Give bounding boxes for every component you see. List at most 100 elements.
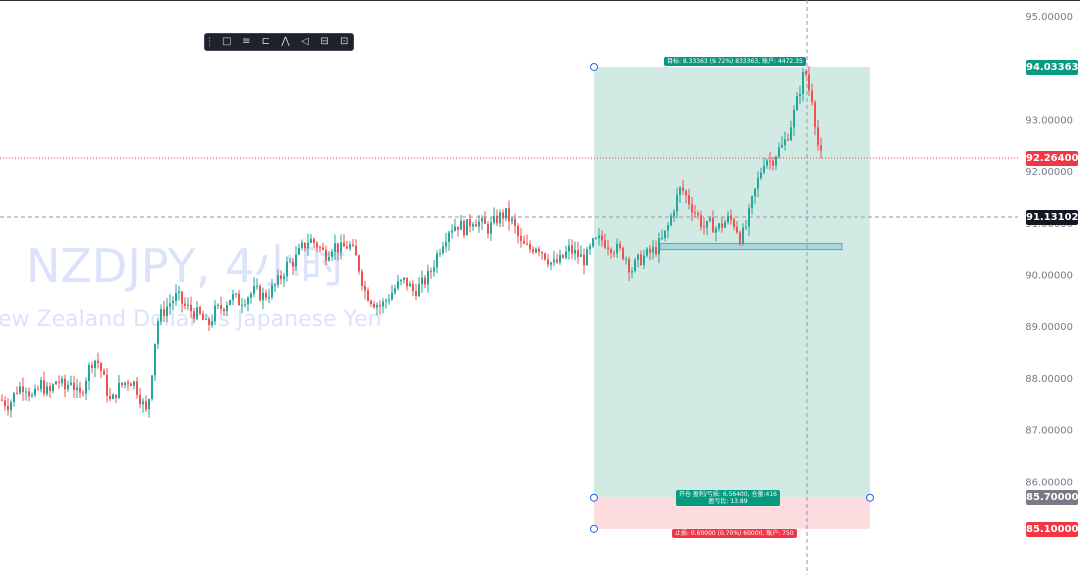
candle — [652, 239, 654, 260]
candle — [604, 233, 606, 250]
y-tick-label: 90.00000 — [1025, 271, 1073, 282]
candle — [247, 295, 249, 312]
candle — [610, 247, 612, 259]
candle — [430, 267, 432, 279]
y-tick-label: 88.00000 — [1025, 374, 1073, 385]
y-tick-label: 89.00000 — [1025, 322, 1073, 333]
support-zone-rectangle[interactable] — [659, 242, 843, 251]
position-drag-handle[interactable] — [866, 493, 874, 502]
candle — [565, 245, 567, 260]
candle — [325, 245, 327, 266]
candle — [544, 252, 546, 262]
entry-info-label: 开仓 盈利/亏损: 6.56400, 仓量:416 盈亏比: 13.89 — [676, 490, 780, 506]
candle — [388, 293, 390, 305]
candle — [742, 223, 744, 246]
candle — [448, 230, 450, 251]
candle — [169, 294, 171, 315]
candle — [541, 250, 543, 260]
candle — [286, 256, 288, 282]
candle — [22, 377, 24, 401]
drawing-toolbar[interactable]: □ ≡ ⊏ ⋀ ◁ ⊟ ⊡ — [204, 33, 354, 51]
ruler-icon[interactable]: ⊡ — [339, 36, 349, 47]
candle — [58, 375, 60, 389]
candle — [100, 361, 102, 379]
candle — [220, 296, 222, 315]
candle — [151, 374, 153, 401]
candle — [421, 270, 423, 293]
candle — [454, 218, 456, 232]
candle — [655, 240, 657, 257]
watermark-title: NZDJPY, 4小时 — [26, 239, 346, 293]
candle — [778, 142, 780, 159]
candle — [256, 278, 258, 290]
candle — [202, 310, 204, 321]
candle — [643, 249, 645, 269]
candle — [190, 296, 192, 318]
position-drag-handle[interactable] — [590, 62, 598, 71]
text-lines-icon[interactable]: ≡ — [242, 36, 251, 47]
candle — [409, 280, 411, 287]
profit-zone[interactable] — [594, 66, 870, 498]
candle — [667, 222, 669, 239]
y-tick-label: 93.00000 — [1025, 115, 1073, 126]
candle — [40, 376, 42, 393]
position-drag-handle[interactable] — [590, 493, 598, 502]
candle — [514, 213, 516, 234]
candle — [199, 305, 201, 316]
candle — [49, 382, 51, 399]
price-axis[interactable]: 95.0000094.0000093.0000092.0000091.00000… — [1025, 12, 1073, 488]
candle — [676, 187, 678, 219]
candle — [517, 223, 519, 244]
candle — [262, 287, 264, 310]
candle — [109, 387, 111, 402]
projection-icon[interactable]: ⊟ — [320, 36, 329, 47]
candle — [160, 304, 162, 326]
candle — [70, 375, 72, 387]
candle — [550, 261, 552, 271]
candle — [289, 258, 291, 263]
fib-icon[interactable]: ⊏ — [261, 36, 271, 47]
candle — [703, 218, 705, 235]
position-drag-handle[interactable] — [590, 524, 598, 533]
candle — [622, 246, 624, 261]
candle — [304, 242, 306, 252]
candle — [733, 217, 735, 231]
candle — [181, 290, 183, 313]
rectangle-icon[interactable]: □ — [221, 36, 232, 47]
candle — [97, 352, 99, 369]
stop-info-label: 止损: 0.60000 (0.70%) 60000, 账户: 750 — [672, 529, 797, 538]
candle — [370, 299, 372, 307]
candle — [103, 368, 105, 376]
candle — [16, 386, 18, 395]
candle — [508, 200, 510, 231]
candle — [223, 307, 225, 316]
candle — [670, 213, 672, 227]
candle — [268, 288, 270, 304]
candle — [460, 214, 462, 230]
candle — [529, 240, 531, 253]
candle — [340, 234, 342, 260]
candle — [415, 283, 417, 301]
candle — [316, 240, 318, 253]
candle — [547, 254, 549, 268]
candle — [607, 240, 609, 256]
candle — [649, 244, 651, 261]
candle — [349, 241, 351, 252]
candle — [811, 83, 813, 106]
candle — [238, 289, 240, 306]
candle — [331, 248, 333, 261]
candle — [34, 384, 36, 398]
position-handles[interactable] — [590, 62, 874, 533]
candle — [793, 105, 795, 137]
candle — [136, 376, 138, 399]
candle — [493, 207, 495, 225]
candle — [712, 210, 714, 233]
candle — [121, 382, 123, 388]
candle — [523, 235, 525, 245]
candle — [265, 289, 267, 301]
path-icon[interactable]: ◁ — [301, 36, 309, 47]
pattern-icon[interactable]: ⋀ — [281, 36, 290, 47]
toolbar-grip-handle[interactable] — [209, 37, 214, 47]
candle — [76, 379, 78, 398]
